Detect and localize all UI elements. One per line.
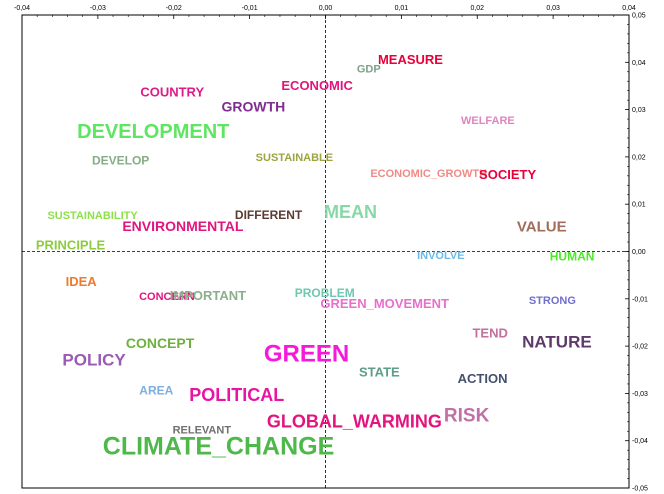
word-label-different: DIFFERENT: [235, 208, 303, 222]
word-label-nature: NATURE: [522, 332, 592, 351]
y-tick-label: 0,03: [632, 107, 646, 114]
word-label-political: POLITICAL: [189, 385, 284, 405]
word-label-growth: GROWTH: [222, 98, 286, 114]
word-label-global-warming: GLOBAL_WARMING: [267, 411, 442, 431]
word-label-idea: IDEA: [66, 274, 98, 289]
x-tick-label: -0,03: [90, 5, 106, 12]
word-label-climate-change: CLIMATE_CHANGE: [103, 432, 334, 460]
word-label-action: ACTION: [458, 371, 508, 386]
y-tick-label: -0,02: [632, 344, 648, 351]
word-label-involve: INVOLVE: [417, 250, 464, 262]
word-label-concern: CONCERN: [139, 291, 195, 303]
y-axis-ticks: 0,05 0,04 0,03 0,02 0,01 0,00 -0,01 -0,02 -0,03 -…: [625, 13, 648, 493]
x-tick-label: 0,04: [622, 5, 636, 12]
x-tick-label: 0,03: [546, 5, 560, 12]
y-tick-label: 0,04: [632, 60, 646, 67]
word-label-environmental: ENVIRONMENTAL: [122, 218, 244, 234]
x-tick-label: -0,04: [14, 5, 30, 12]
word-label-human: HUMAN: [550, 249, 595, 263]
word-label-principle: PRINCIPLE: [36, 238, 106, 253]
word-label-sustainable: SUSTAINABLE: [256, 152, 333, 164]
y-tick-label: -0,04: [632, 438, 648, 445]
y-tick-label: 0,00: [632, 249, 646, 256]
x-axis-ticks: -0,04 -0,03 -0,02 -0,01 0,00 0,01 0,02 0,03 0,04: [14, 5, 636, 19]
x-tick-label: -0,01: [242, 5, 258, 12]
y-tick-label: 0,02: [632, 154, 646, 161]
word-label-mean: MEAN: [324, 202, 377, 222]
word-label-relevant: RELEVANT: [173, 425, 232, 437]
word-label-development: DEVELOPMENT: [77, 121, 229, 143]
x-tick-label: 0,01: [395, 5, 409, 12]
word-label-welfare: WELFARE: [461, 115, 515, 127]
word-label-green-movement: GREEN_MOVEMENT: [320, 296, 449, 311]
word-label-green: GREEN: [264, 340, 349, 367]
word-label-important: IMPORTANT: [170, 288, 246, 303]
y-tick-label: 0,05: [632, 13, 646, 20]
word-label-develop: DEVELOP: [92, 153, 149, 167]
word-label-country: COUNTRY: [140, 84, 204, 99]
word-label-sustainability: SUSTAINABILITY: [47, 210, 138, 222]
word-label-tend: TEND: [472, 326, 507, 341]
y-tick-label: 0,01: [632, 202, 646, 209]
word-label-gdp: GDP: [357, 63, 381, 75]
y-tick-label: -0,05: [632, 486, 648, 493]
word-label-strong: STRONG: [529, 295, 576, 307]
word-label-measure: MEASURE: [378, 52, 443, 67]
y-tick-label: -0,03: [632, 391, 648, 398]
word-label-society: SOCIETY: [479, 167, 536, 182]
word-label-policy: POLICY: [62, 351, 126, 370]
word-label-concept: CONCEPT: [126, 335, 195, 351]
word-label-value: VALUE: [517, 218, 567, 235]
word-label-area: AREA: [139, 384, 173, 398]
x-tick-label: 0,02: [470, 5, 484, 12]
word-label-problem: PROBLEM: [295, 286, 355, 300]
word-label-economic: ECONOMIC: [281, 78, 353, 93]
x-tick-label: -0,02: [166, 5, 182, 12]
word-label-risk: RISK: [444, 406, 490, 427]
word-label-economic-growth: ECONOMIC_GROWTH: [370, 168, 487, 180]
y-tick-label: -0,01: [632, 296, 648, 303]
word-label-state: STATE: [359, 364, 400, 379]
x-tick-label: 0,00: [319, 5, 333, 12]
